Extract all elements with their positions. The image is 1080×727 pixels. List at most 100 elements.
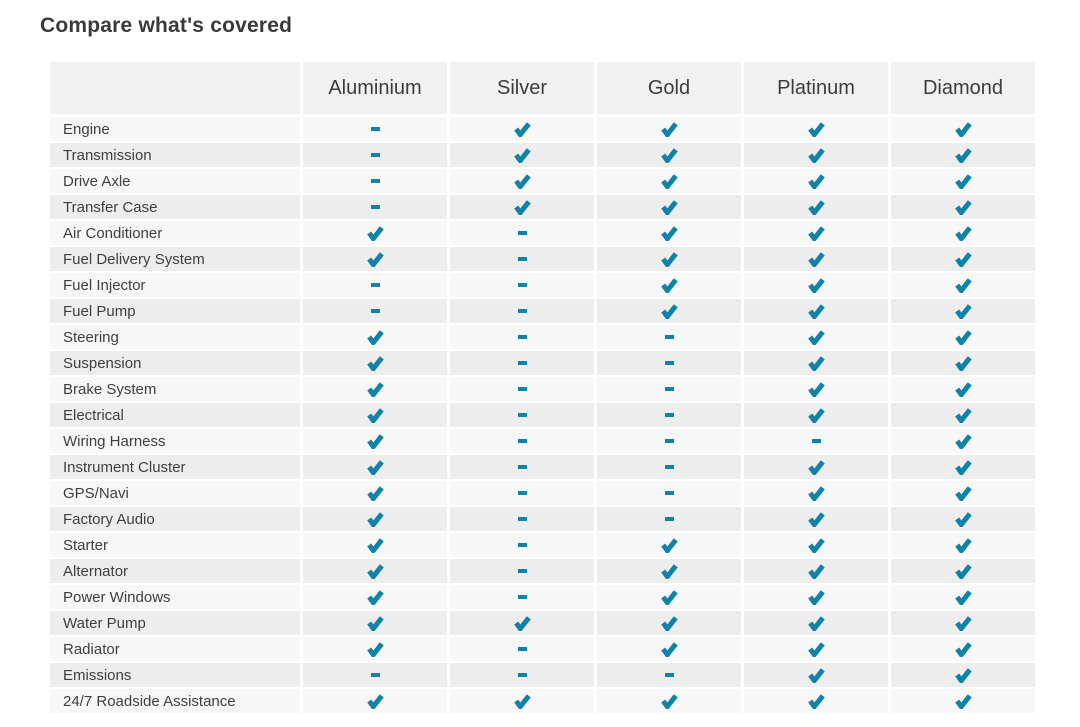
row-label: Air Conditioner [50, 221, 300, 245]
row-label: Emissions [50, 663, 300, 687]
covered-cell [888, 195, 1035, 219]
dash-icon [517, 231, 527, 235]
dash-icon [664, 491, 674, 495]
covered-cell [741, 481, 888, 505]
check-icon [660, 641, 678, 657]
row-label: Steering [50, 325, 300, 349]
covered-cell [741, 299, 888, 323]
table-row: Emissions [50, 663, 1035, 689]
check-icon [807, 693, 825, 709]
check-icon [807, 511, 825, 527]
dash-icon [370, 153, 380, 157]
table-row: Radiator [50, 637, 1035, 663]
dash-icon [370, 179, 380, 183]
not-covered-cell [447, 299, 594, 323]
check-icon [366, 485, 384, 501]
not-covered-cell [594, 325, 741, 349]
not-covered-cell [447, 247, 594, 271]
dash-icon [517, 569, 527, 573]
not-covered-cell [300, 117, 447, 141]
not-covered-cell [594, 455, 741, 479]
covered-cell [741, 377, 888, 401]
check-icon [366, 355, 384, 371]
check-icon [807, 485, 825, 501]
check-icon [807, 251, 825, 267]
not-covered-cell [741, 429, 888, 453]
check-icon [954, 121, 972, 137]
check-icon [807, 459, 825, 475]
check-icon [954, 199, 972, 215]
check-icon [954, 329, 972, 345]
covered-cell [741, 611, 888, 635]
dash-icon [664, 673, 674, 677]
check-icon [660, 563, 678, 579]
row-label: Brake System [50, 377, 300, 401]
not-covered-cell [447, 481, 594, 505]
table-row: 24/7 Roadside Assistance [50, 689, 1035, 715]
covered-cell [741, 533, 888, 557]
column-header-gold: Gold [594, 62, 741, 114]
dash-icon [370, 673, 380, 677]
check-icon [954, 693, 972, 709]
coverage-comparison-table: Aluminium Silver Gold Platinum Diamond E… [50, 62, 1035, 715]
covered-cell [300, 507, 447, 531]
dash-icon [517, 309, 527, 313]
dash-icon [517, 413, 527, 417]
table-row: Fuel Injector [50, 273, 1035, 299]
covered-cell [300, 455, 447, 479]
check-icon [954, 381, 972, 397]
covered-cell [888, 585, 1035, 609]
table-row: Fuel Delivery System [50, 247, 1035, 273]
not-covered-cell [300, 273, 447, 297]
check-icon [954, 147, 972, 163]
not-covered-cell [447, 351, 594, 375]
check-icon [954, 173, 972, 189]
check-icon [954, 589, 972, 605]
not-covered-cell [594, 429, 741, 453]
table-row: Starter [50, 533, 1035, 559]
check-icon [513, 147, 531, 163]
row-label: Fuel Pump [50, 299, 300, 323]
dash-icon [370, 283, 380, 287]
check-icon [954, 407, 972, 423]
check-icon [366, 615, 384, 631]
not-covered-cell [594, 507, 741, 531]
covered-cell [888, 273, 1035, 297]
covered-cell [888, 403, 1035, 427]
covered-cell [888, 507, 1035, 531]
not-covered-cell [447, 559, 594, 583]
check-icon [660, 277, 678, 293]
table-row: Drive Axle [50, 169, 1035, 195]
column-header-platinum: Platinum [741, 62, 888, 114]
check-icon [660, 251, 678, 267]
not-covered-cell [447, 325, 594, 349]
covered-cell [888, 117, 1035, 141]
covered-cell [741, 273, 888, 297]
covered-cell [888, 559, 1035, 583]
check-icon [807, 537, 825, 553]
row-label: Transmission [50, 143, 300, 167]
not-covered-cell [447, 403, 594, 427]
row-label: Electrical [50, 403, 300, 427]
dash-icon [517, 283, 527, 287]
covered-cell [888, 221, 1035, 245]
check-icon [807, 667, 825, 683]
check-icon [954, 251, 972, 267]
covered-cell [888, 481, 1035, 505]
covered-cell [300, 247, 447, 271]
table-row: Suspension [50, 351, 1035, 377]
row-label: Power Windows [50, 585, 300, 609]
not-covered-cell [300, 143, 447, 167]
check-icon [660, 173, 678, 189]
not-covered-cell [594, 377, 741, 401]
covered-cell [741, 247, 888, 271]
covered-cell [741, 663, 888, 687]
check-icon [513, 693, 531, 709]
check-icon [807, 147, 825, 163]
check-icon [366, 511, 384, 527]
check-icon [366, 251, 384, 267]
dash-icon [517, 465, 527, 469]
row-label: 24/7 Roadside Assistance [50, 689, 300, 713]
row-label: Drive Axle [50, 169, 300, 193]
